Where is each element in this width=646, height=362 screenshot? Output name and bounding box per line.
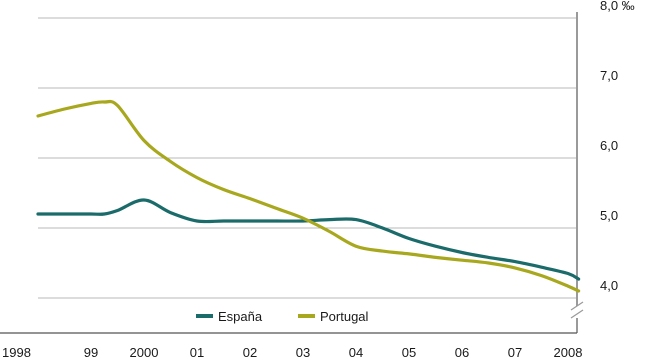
series-line-0 bbox=[36, 198, 581, 281]
x-tick-label-4: 02 bbox=[243, 345, 257, 360]
axes bbox=[0, 12, 584, 334]
y-tick-label-4: 8,0 ‰ bbox=[600, 0, 635, 13]
y-tick-label-1: 5,0 bbox=[600, 208, 618, 223]
x-tick-label-2: 2000 bbox=[130, 345, 159, 360]
series-line-1 bbox=[36, 99, 581, 293]
legend-label-0: España bbox=[218, 309, 263, 324]
x-tick-labels: 1998 99 2000 01 02 03 04 05 06 07 2008 bbox=[2, 345, 582, 360]
axis-break-mark-2 bbox=[570, 309, 584, 319]
x-tick-label-8: 06 bbox=[455, 345, 469, 360]
y-tick-labels: 4,0 5,0 6,0 7,0 8,0 ‰ bbox=[600, 0, 635, 293]
legend-label-1: Portugal bbox=[320, 309, 369, 324]
y-tick-label-3: 7,0 bbox=[600, 68, 618, 83]
axis-break-mark-1 bbox=[570, 301, 584, 311]
x-tick-label-0: 1998 bbox=[2, 345, 31, 360]
x-tick-label-3: 01 bbox=[190, 345, 204, 360]
y-tick-label-0: 4,0 bbox=[600, 278, 618, 293]
y-tick-label-2: 6,0 bbox=[600, 138, 618, 153]
x-tick-label-6: 04 bbox=[349, 345, 363, 360]
x-tick-label-5: 03 bbox=[296, 345, 310, 360]
x-tick-label-7: 05 bbox=[402, 345, 416, 360]
gridlines bbox=[38, 17, 577, 299]
x-tick-label-10: 2008 bbox=[554, 345, 583, 360]
legend: España Portugal bbox=[196, 309, 369, 324]
x-tick-label-9: 07 bbox=[508, 345, 522, 360]
series-lines bbox=[36, 99, 581, 293]
x-tick-label-1: 99 bbox=[84, 345, 98, 360]
